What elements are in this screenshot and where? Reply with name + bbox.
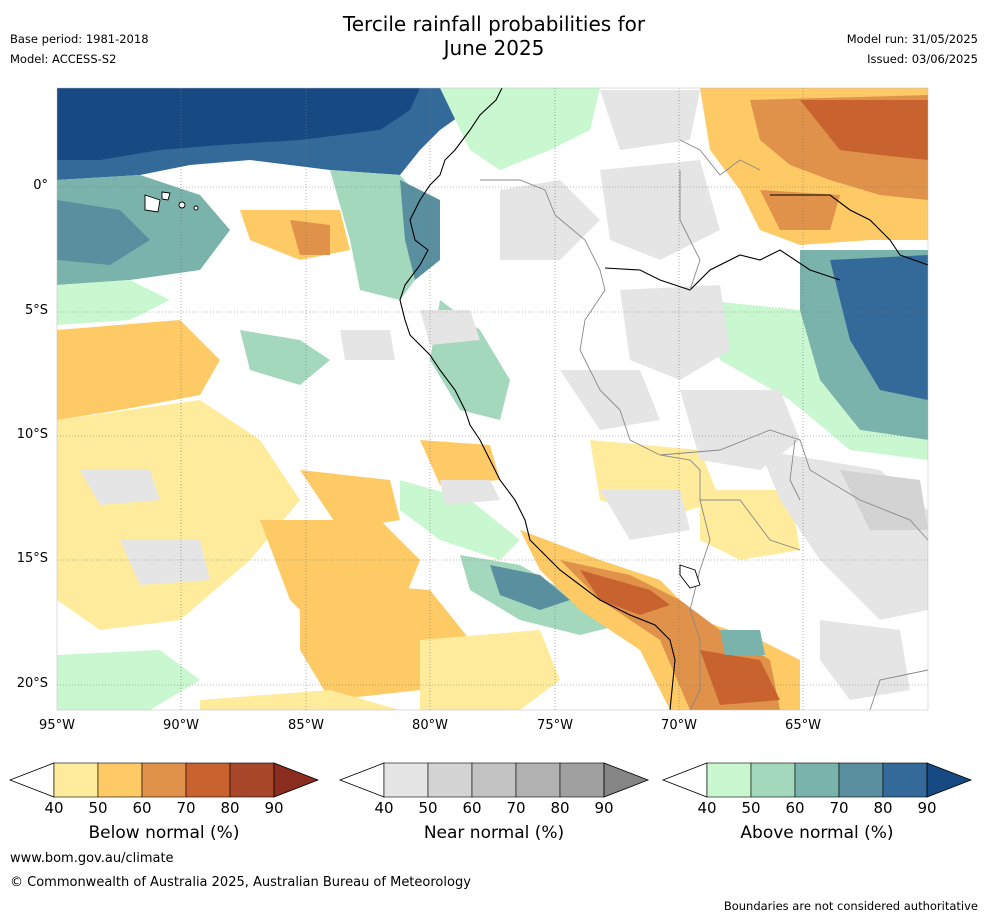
- lon-label-70w: 70°W: [661, 718, 697, 733]
- colorbar-below-normal-tick-2: 60: [132, 799, 152, 817]
- lat-label-10s: 10°S: [16, 427, 48, 442]
- colorbar-above-normal-tick-0: 40: [697, 799, 717, 817]
- colorbar-above-normal-swatch-2: [794, 762, 840, 798]
- lat-label-0: 0°: [33, 178, 48, 193]
- footer-copyright: © Commonwealth of Australia 2025, Austra…: [10, 875, 471, 890]
- country-borders: [480, 139, 929, 711]
- meta-right: Model run: 31/05/2025 Issued: 03/06/2025: [847, 29, 978, 69]
- colorbar-below-normal: [8, 762, 320, 798]
- colorbar-below-normal-tick-3: 70: [176, 799, 196, 817]
- coastline: [399, 87, 929, 711]
- meta-left: Base period: 1981-2018 Model: ACCESS-S2: [10, 29, 149, 69]
- colorbar-near-normal: [338, 762, 650, 798]
- lon-label-85w: 85°W: [288, 718, 324, 733]
- colorbar-below-normal-low-extension: [8, 762, 55, 798]
- colorbar-near-normal-tick-0: 40: [374, 799, 394, 817]
- colorbar-below-normal-high-extension: [273, 762, 320, 798]
- lat-label-20s: 20°S: [16, 676, 48, 691]
- colorbar-near-normal-tick-2: 60: [462, 799, 482, 817]
- colorbar-near-normal-swatch-4: [559, 762, 605, 798]
- model-run: Model run: 31/05/2025: [846, 32, 978, 46]
- model-name: Model: ACCESS-S2: [10, 52, 117, 66]
- colorbar-near-normal-tick-5: 90: [594, 799, 614, 817]
- colorbar-above-normal-swatch-4: [882, 762, 928, 798]
- colorbar-near-normal-low-extension: [338, 762, 385, 798]
- colorbar-below-normal-tick-5: 90: [264, 799, 284, 817]
- colorbar-below-normal-swatch-0: [53, 762, 99, 798]
- colorbar-above-normal-tick-3: 70: [829, 799, 849, 817]
- footer-website: www.bom.gov.au/climate: [10, 851, 174, 866]
- title-line-1: Tercile rainfall probabilities for: [342, 12, 646, 36]
- lon-label-80w: 80°W: [412, 718, 448, 733]
- lon-label-90w: 90°W: [163, 718, 199, 733]
- colorbar-above-normal-tick-5: 90: [917, 799, 937, 817]
- colorbar-below-normal-tick-1: 50: [88, 799, 108, 817]
- colorbar-below-normal-swatch-1: [97, 762, 143, 798]
- colorbar-near-normal-swatch-0: [383, 762, 429, 798]
- colorbar-above-normal-tick-1: 50: [741, 799, 761, 817]
- lon-label-95w: 95°W: [39, 718, 75, 733]
- lat-label-5s: 5°S: [24, 303, 48, 318]
- galapagos-islands: [144, 191, 199, 213]
- colorbar-above-normal-swatch-1: [750, 762, 796, 798]
- colorbar-above-normal-high-extension: [926, 762, 973, 798]
- colorbar-below-normal-tick-4: 80: [220, 799, 240, 817]
- base-period: Base period: 1981-2018: [10, 32, 149, 46]
- issued-date: Issued: 03/06/2025: [867, 52, 978, 66]
- footer-disclaimer: Boundaries are not considered authoritat…: [723, 899, 978, 913]
- colorbar-near-normal-swatch-2: [471, 762, 517, 798]
- colorbar-above-normal-low-extension: [661, 762, 708, 798]
- colorbar-near-normal-swatch-3: [515, 762, 561, 798]
- colorbar-below-normal-swatch-3: [185, 762, 231, 798]
- colorbar-near-normal-high-extension: [603, 762, 650, 798]
- probability-field: [57, 88, 928, 710]
- colorbar-near-normal-swatch-1: [427, 762, 473, 798]
- lon-label-75w: 75°W: [537, 718, 573, 733]
- colorbar-below-normal-title: Below normal (%): [88, 823, 240, 843]
- lat-label-15s: 15°S: [16, 551, 48, 566]
- colorbar-below-normal-swatch-4: [229, 762, 275, 798]
- colorbar-above-normal-title: Above normal (%): [740, 823, 894, 843]
- colorbar-above-normal: [661, 762, 973, 798]
- map-frame: [56, 87, 929, 711]
- colorbar-above-normal-tick-2: 60: [785, 799, 805, 817]
- colorbar-near-normal-tick-1: 50: [418, 799, 438, 817]
- colorbar-above-normal-tick-4: 80: [873, 799, 893, 817]
- colorbar-above-normal-swatch-3: [838, 762, 884, 798]
- colorbar-below-normal-swatch-2: [141, 762, 187, 798]
- graticule: [57, 88, 928, 710]
- lon-label-65w: 65°W: [785, 718, 821, 733]
- title-line-2: June 2025: [443, 36, 545, 60]
- colorbar-near-normal-title: Near normal (%): [423, 823, 565, 843]
- colorbar-below-normal-tick-0: 40: [44, 799, 64, 817]
- colorbar-above-normal-swatch-0: [706, 762, 752, 798]
- lake-titicaca: [679, 564, 701, 589]
- colorbar-near-normal-tick-4: 80: [550, 799, 570, 817]
- colorbar-near-normal-tick-3: 70: [506, 799, 526, 817]
- map-title: Tercile rainfall probabilities for June …: [0, 12, 988, 60]
